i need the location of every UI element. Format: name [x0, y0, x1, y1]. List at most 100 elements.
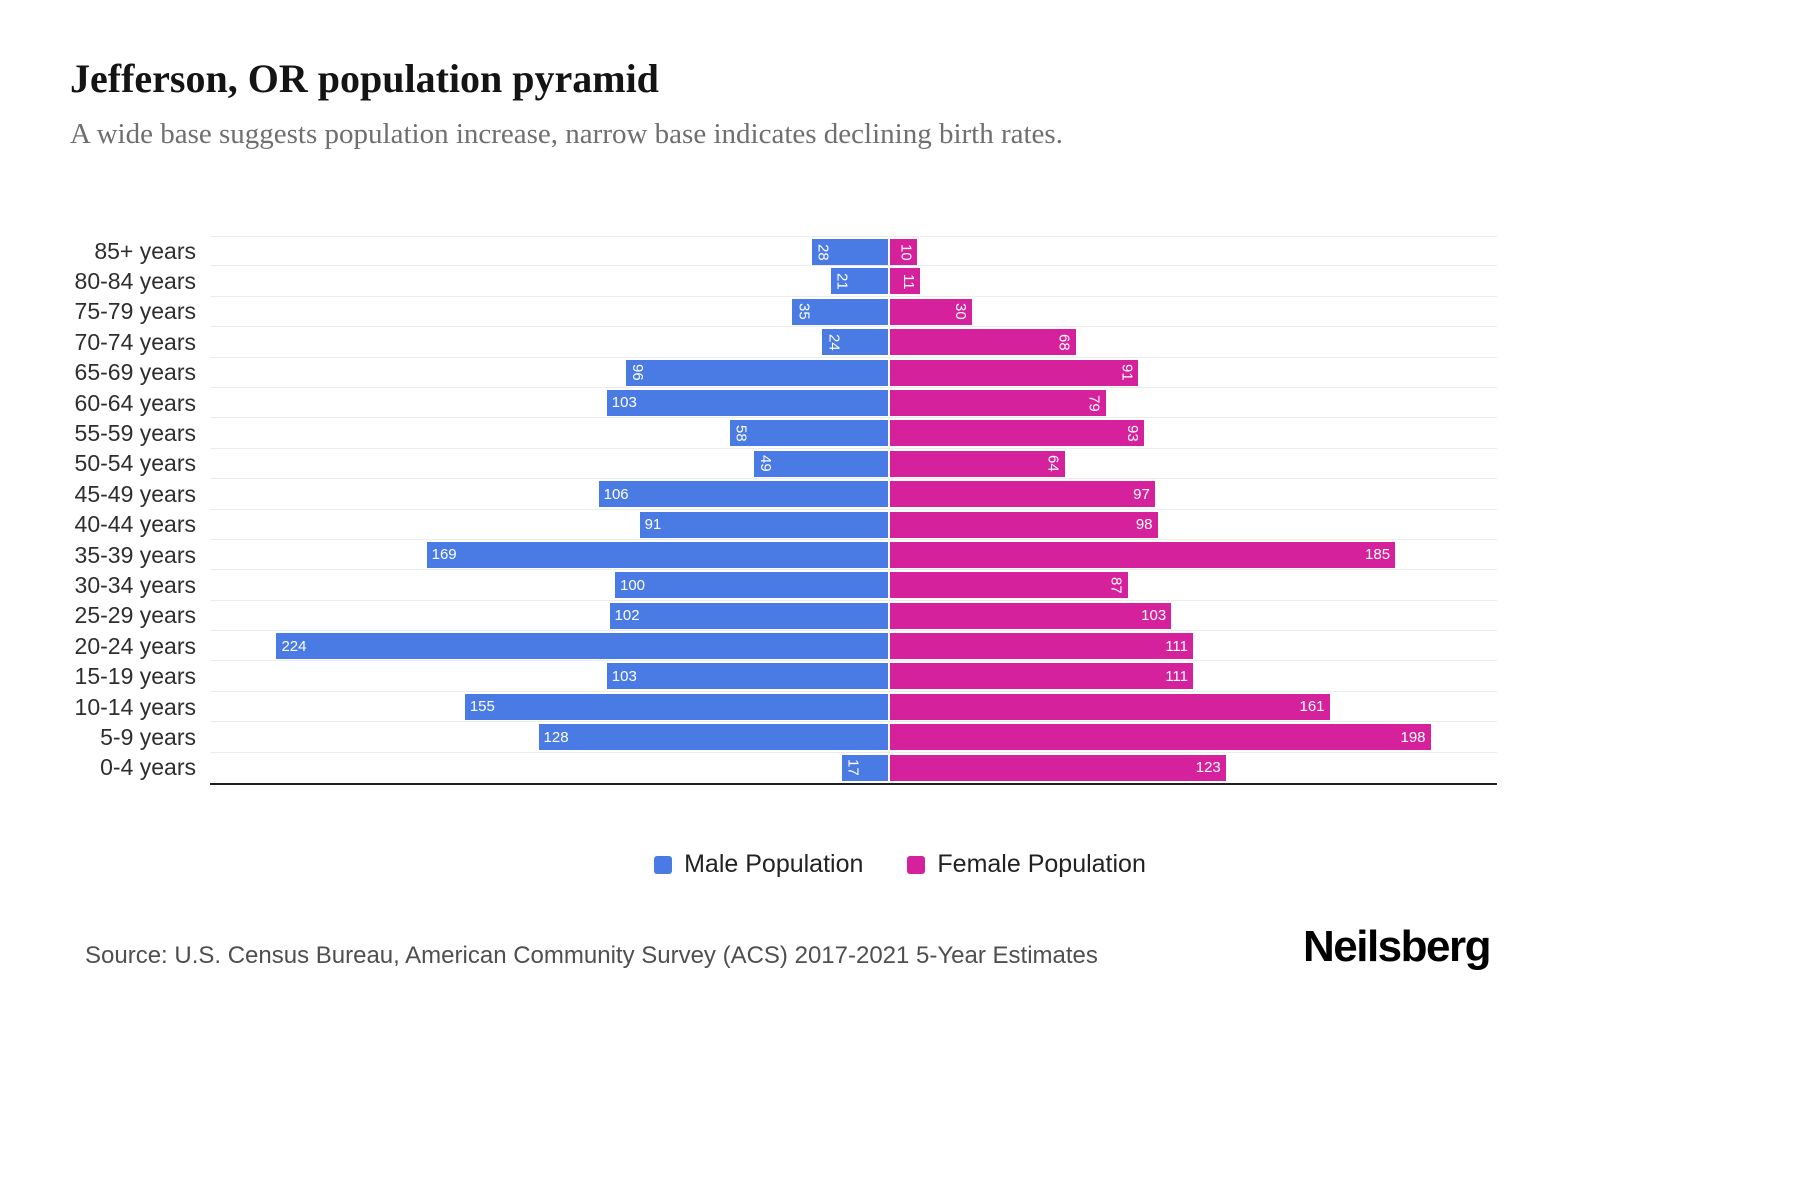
female-bar[interactable]: 198 [890, 724, 1431, 751]
male-bar[interactable]: 102 [609, 602, 888, 629]
male-value-label: 100 [620, 576, 646, 594]
pyramid-row: 70-74 years 24 68 [70, 327, 1500, 358]
female-bar[interactable]: 10 [890, 239, 918, 265]
legend-item-male[interactable]: Male Population [654, 850, 863, 879]
male-bar[interactable]: 224 [276, 633, 888, 660]
female-bar[interactable]: 11 [890, 268, 921, 295]
pyramid-row: 40-44 years 91 98 [70, 510, 1500, 540]
bar-area: 169 185 [210, 540, 1497, 571]
male-bar[interactable]: 100 [615, 572, 888, 599]
male-value-label: 128 [543, 728, 569, 746]
x-axis-line [210, 783, 1497, 786]
bar-area: 17 123 [210, 753, 1497, 783]
age-group-label: 40-44 years [74, 511, 196, 538]
female-bar[interactable]: 123 [890, 754, 1226, 781]
bar-area: 35 30 [210, 297, 1497, 328]
female-bar[interactable]: 161 [890, 693, 1330, 720]
age-group-label: 60-64 years [74, 389, 196, 416]
pyramid-row: 50-54 years 49 64 [70, 449, 1500, 480]
female-bar[interactable]: 103 [890, 602, 1172, 629]
bar-area: 103 111 [210, 661, 1497, 692]
female-bar[interactable]: 111 [890, 633, 1194, 660]
pyramid-row: 60-64 years 103 79 [70, 388, 1500, 419]
pyramid-row: 5-9 years 128 198 [70, 722, 1500, 753]
x-axis [70, 783, 1500, 786]
male-bar[interactable]: 24 [822, 329, 888, 356]
male-bar[interactable]: 28 [811, 239, 888, 265]
pyramid-row: 45-49 years 106 97 [70, 479, 1500, 510]
male-bar[interactable]: 128 [538, 724, 888, 751]
female-bar[interactable]: 64 [890, 450, 1065, 477]
bar-area: 102 103 [210, 601, 1497, 632]
female-value-label: 79 [1085, 394, 1103, 412]
legend-item-female[interactable]: Female Population [907, 850, 1146, 879]
male-value-label: 21 [833, 273, 851, 290]
pyramid-row: 30-34 years 100 87 [70, 570, 1500, 601]
bar-area: 103 79 [210, 388, 1497, 419]
female-value-label: 198 [1400, 728, 1426, 746]
female-value-label: 161 [1299, 698, 1325, 716]
male-bar[interactable]: 91 [639, 511, 888, 538]
pyramid-row: 75-79 years 35 30 [70, 297, 1500, 328]
female-bar[interactable]: 93 [890, 420, 1144, 447]
male-bar[interactable]: 58 [729, 420, 888, 447]
legend-label-male: Male Population [684, 850, 864, 878]
age-group-label: 75-79 years [74, 298, 196, 325]
male-bar[interactable]: 103 [606, 389, 888, 416]
male-bar[interactable]: 17 [841, 754, 888, 781]
chart-legend: Male Population Female Population [0, 850, 1800, 879]
female-value-label: 98 [1135, 516, 1153, 534]
female-bar[interactable]: 97 [890, 481, 1155, 508]
male-value-label: 106 [603, 485, 629, 503]
female-bar[interactable]: 87 [890, 572, 1128, 599]
male-bar[interactable]: 103 [606, 663, 888, 690]
female-bar[interactable]: 185 [890, 541, 1396, 568]
female-value-label: 97 [1133, 485, 1150, 503]
neilsberg-logo: Neilsberg [1302, 922, 1492, 971]
female-bar[interactable]: 79 [890, 389, 1106, 416]
male-value-label: 91 [644, 516, 662, 534]
male-bar[interactable]: 35 [792, 298, 888, 325]
age-group-label: 5-9 years [100, 723, 196, 750]
bar-area: 106 97 [210, 479, 1497, 510]
age-group-label: 50-54 years [74, 450, 196, 477]
male-bar[interactable]: 169 [426, 541, 888, 568]
male-value-label: 155 [469, 698, 495, 716]
female-bar[interactable]: 30 [890, 298, 972, 325]
male-bar[interactable]: 21 [830, 268, 888, 295]
female-bar[interactable]: 68 [890, 329, 1076, 356]
male-value-label: 96 [628, 364, 646, 381]
male-value-label: 35 [795, 303, 813, 321]
male-bar[interactable]: 106 [598, 481, 888, 508]
page-title: Jefferson, OR population pyramid [70, 56, 659, 101]
pyramid-rows: 85+ years 28 10 80-84 years 21 11 75-79 years 3… [70, 236, 1500, 783]
male-bar[interactable]: 49 [754, 450, 888, 477]
age-group-label: 55-59 years [74, 420, 196, 447]
age-group-label: 15-19 years [74, 663, 196, 690]
bar-area: 21 11 [210, 266, 1497, 297]
female-value-label: 111 [1165, 637, 1189, 655]
male-value-label: 17 [844, 759, 862, 776]
male-bar[interactable]: 155 [464, 693, 888, 720]
age-group-label: 45-49 years [74, 480, 196, 507]
age-group-label: 20-24 years [74, 632, 196, 659]
female-bar[interactable]: 91 [890, 359, 1139, 386]
female-value-label: 64 [1044, 455, 1062, 473]
age-group-label: 25-29 years [74, 602, 196, 629]
female-value-label: 111 [1165, 667, 1189, 685]
female-value-label: 91 [1118, 364, 1136, 381]
bar-area: 128 198 [210, 722, 1497, 753]
female-bar[interactable]: 111 [890, 663, 1194, 690]
pyramid-row: 25-29 years 102 103 [70, 601, 1500, 632]
male-bar[interactable]: 96 [625, 359, 888, 386]
pyramid-row: 15-19 years 103 111 [70, 661, 1500, 692]
population-pyramid-chart: 85+ years 28 10 80-84 years 21 11 75-79 years 3… [70, 236, 1500, 786]
bar-area: 224 111 [210, 631, 1497, 662]
age-group-label: 35-39 years [74, 541, 196, 568]
bar-area: 155 161 [210, 692, 1497, 723]
pyramid-row: 85+ years 28 10 [70, 236, 1500, 267]
male-value-label: 102 [614, 607, 640, 625]
female-value-label: 93 [1123, 425, 1141, 442]
male-value-label: 24 [825, 333, 843, 351]
female-bar[interactable]: 98 [890, 511, 1158, 538]
